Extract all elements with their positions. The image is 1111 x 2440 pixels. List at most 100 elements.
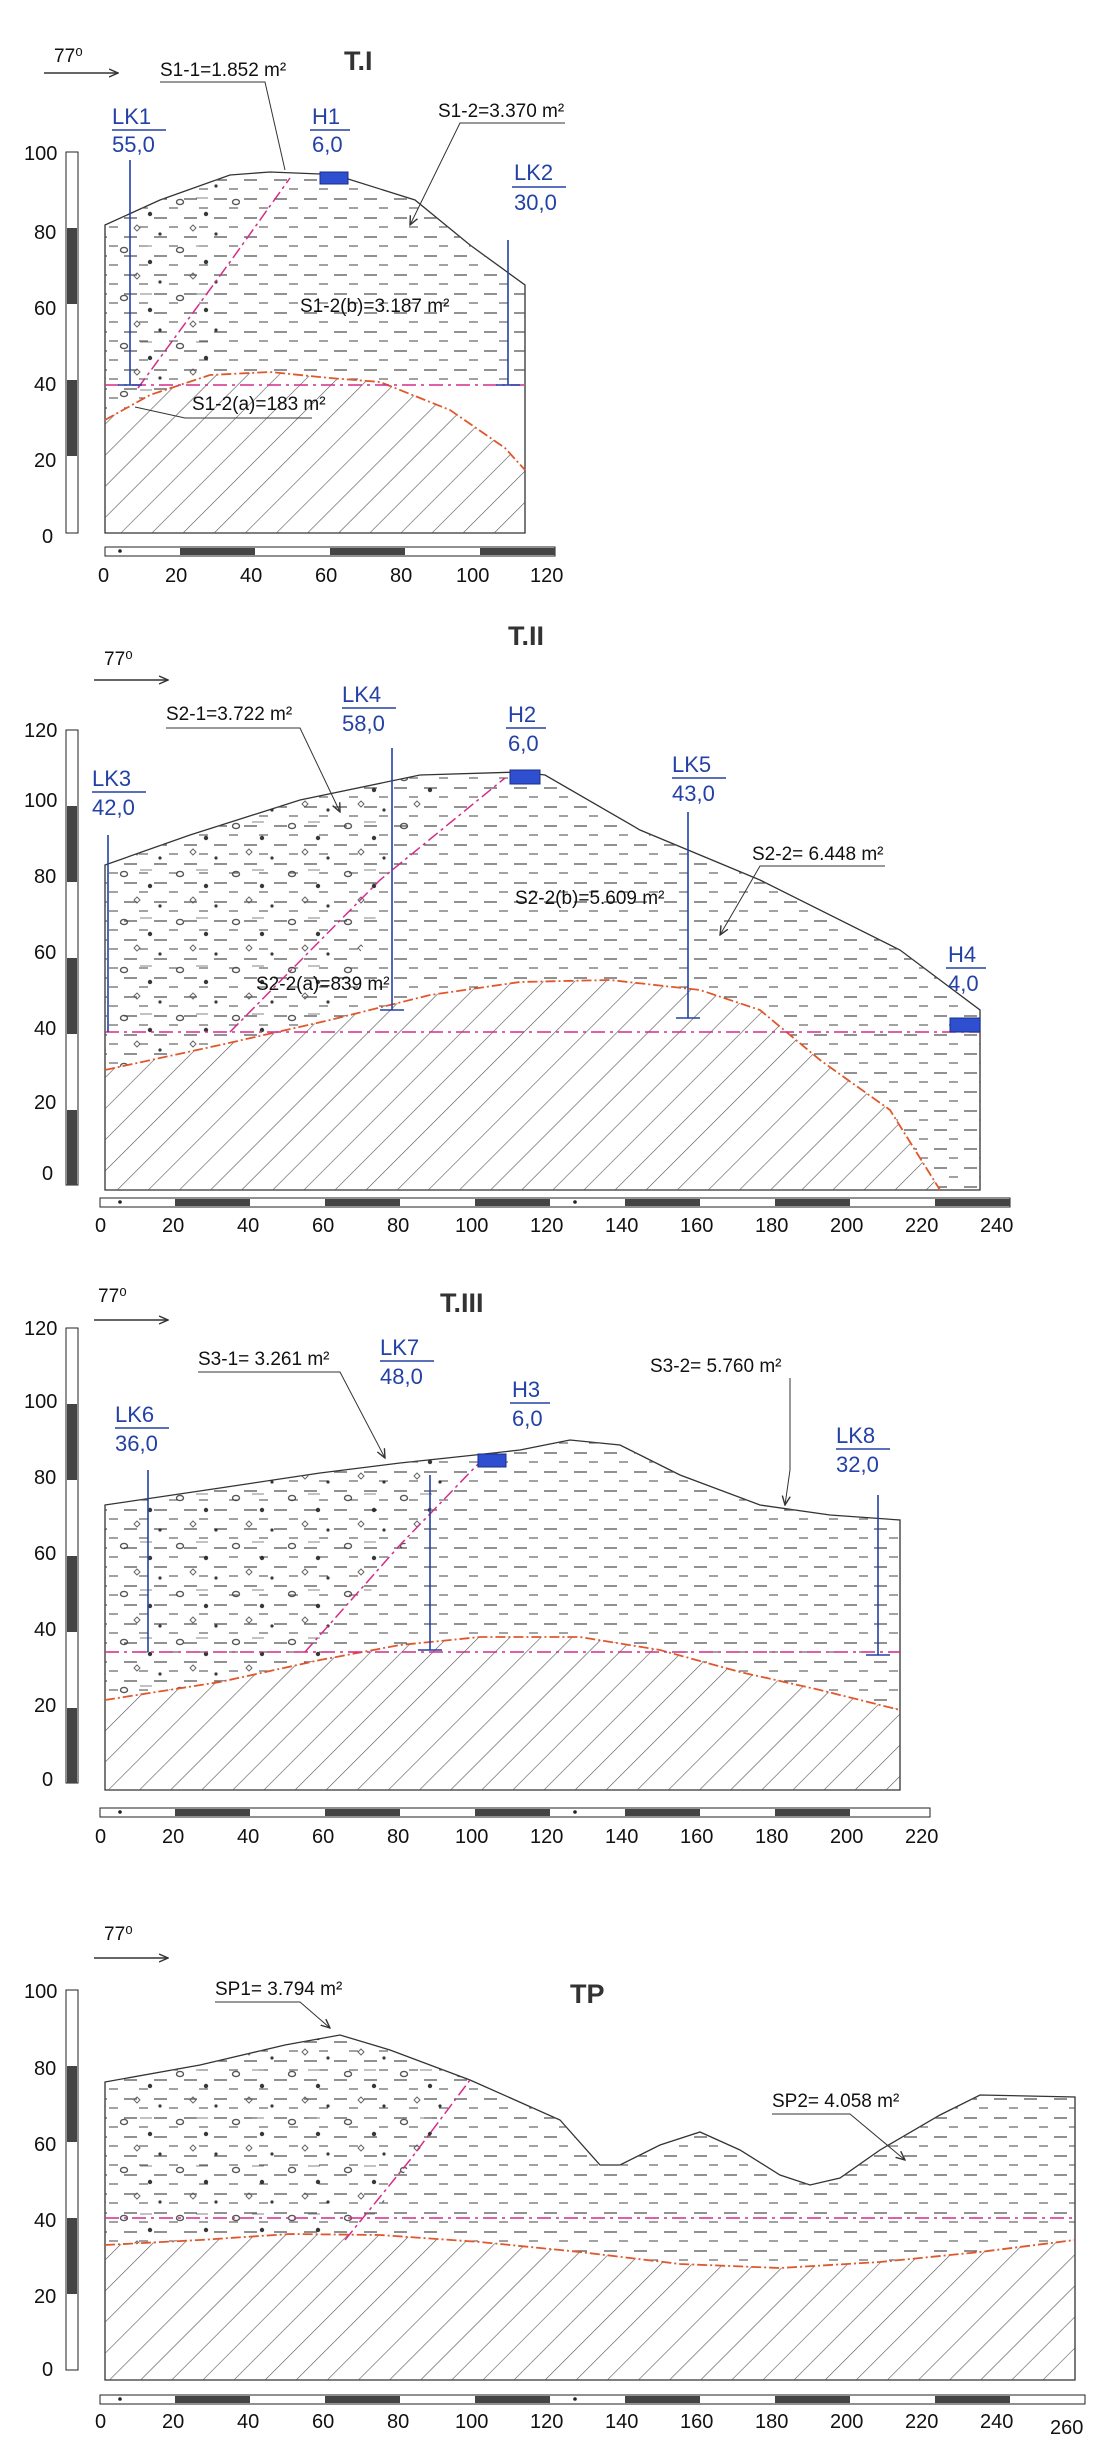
section-title: T.II bbox=[508, 621, 544, 651]
x-tick: 100 bbox=[455, 1826, 488, 1848]
borehole-lk1: LK1 55,0 bbox=[112, 104, 166, 386]
borehole-h3: H3 6,0 bbox=[510, 1377, 550, 1431]
y-tick: 100 bbox=[24, 790, 57, 812]
leader-line bbox=[215, 2001, 330, 2028]
y-tick: 60 bbox=[34, 1543, 56, 1565]
leader-line bbox=[134, 406, 312, 419]
gravel-layer bbox=[105, 2035, 470, 2245]
rock-boundary-line bbox=[104, 2233, 1076, 2269]
y-tick: 0 bbox=[42, 1163, 53, 1185]
distance-scale-bar bbox=[99, 1807, 931, 1818]
y-tick: 80 bbox=[34, 866, 56, 888]
x-tick: 40 bbox=[237, 1826, 259, 1848]
x-tick: 240 bbox=[980, 1215, 1013, 1237]
section-4: 77⁰ TP 100 80 60 40 20 0 SP1= 3.794 m² S… bbox=[24, 1924, 1086, 2439]
x-tick: 140 bbox=[605, 1826, 638, 1848]
section-title: TP bbox=[570, 1979, 605, 2009]
x-tick: 180 bbox=[755, 1215, 788, 1237]
y-tick: 20 bbox=[34, 1695, 56, 1717]
x-tick: 100 bbox=[456, 565, 489, 587]
x-tick: 80 bbox=[390, 565, 412, 587]
distance-scale-bar bbox=[99, 2394, 1086, 2405]
borehole-label: LK8 bbox=[836, 1423, 875, 1448]
borehole-label: LK2 bbox=[514, 160, 553, 185]
x-tick: 60 bbox=[312, 1826, 334, 1848]
x-tick: 180 bbox=[755, 2411, 788, 2433]
y-tick: 120 bbox=[24, 1318, 57, 1340]
x-tick: 0 bbox=[95, 1826, 106, 1848]
y-tick: 60 bbox=[34, 942, 56, 964]
area-label: S1-2=3.370 m² bbox=[438, 101, 564, 122]
x-tick: 0 bbox=[95, 1215, 106, 1237]
y-tick: 60 bbox=[34, 298, 56, 320]
area-label: S3-2= 5.760 m² bbox=[650, 1356, 782, 1377]
x-tick: 220 bbox=[905, 2411, 938, 2433]
borehole-label: LK4 bbox=[342, 682, 381, 707]
azimuth-label: 77⁰ bbox=[54, 46, 83, 67]
borehole-label: LK6 bbox=[115, 1402, 154, 1427]
depth-scale-bar bbox=[65, 729, 79, 1186]
depth-scale-bar bbox=[65, 151, 79, 534]
y-tick: 0 bbox=[42, 1769, 53, 1791]
x-tick: 140 bbox=[605, 2411, 638, 2433]
x-tick: 80 bbox=[387, 1215, 409, 1237]
borehole-label: LK3 bbox=[92, 766, 131, 791]
borehole-depth: 30,0 bbox=[514, 190, 557, 215]
y-tick: 20 bbox=[34, 2286, 56, 2308]
x-tick: 100 bbox=[455, 1215, 488, 1237]
section-title: T.III bbox=[440, 1288, 484, 1318]
x-tick: 60 bbox=[312, 2411, 334, 2433]
x-tick: 60 bbox=[312, 1215, 334, 1237]
x-tick: 160 bbox=[680, 2411, 713, 2433]
borehole-depth: 6,0 bbox=[508, 731, 539, 756]
x-tick: 200 bbox=[830, 2411, 863, 2433]
y-tick: 100 bbox=[24, 143, 57, 165]
x-tick: 160 bbox=[680, 1215, 713, 1237]
area-label: SP1= 3.794 m² bbox=[215, 1979, 342, 2000]
x-tick: 0 bbox=[98, 565, 109, 587]
x-tick: 20 bbox=[162, 1215, 184, 1237]
y-tick: 0 bbox=[42, 2359, 53, 2381]
borehole-lk5: LK5 43,0 bbox=[672, 752, 726, 1019]
leader-line bbox=[785, 1378, 790, 1505]
section-3: 77⁰ T.III 120 100 80 60 40 20 0 LK6 36,0 bbox=[24, 1286, 938, 1848]
area-label: S2-2(a)=839 m² bbox=[256, 974, 390, 995]
borehole-depth: 55,0 bbox=[112, 132, 155, 157]
borehole-h2-marker bbox=[509, 769, 541, 785]
y-tick: 80 bbox=[34, 1467, 56, 1489]
x-tick: 80 bbox=[387, 2411, 409, 2433]
section-1: 77⁰ T.I 100 80 60 40 20 0 LK1 55,0 H1 bbox=[24, 46, 566, 587]
depth-scale-bar bbox=[65, 1327, 79, 1784]
borehole-label: H2 bbox=[508, 702, 536, 727]
borehole-lk3: LK3 42,0 bbox=[92, 766, 146, 1032]
borehole-h1: H1 6,0 bbox=[310, 104, 350, 157]
borehole-lk8: LK8 32,0 bbox=[836, 1423, 890, 1656]
x-tick: 120 bbox=[530, 1215, 563, 1237]
leader-line bbox=[198, 1371, 385, 1458]
x-tick: 20 bbox=[162, 2411, 184, 2433]
area-label: S1-1=1.852 m² bbox=[160, 60, 286, 81]
leader-line bbox=[772, 2113, 905, 2160]
borehole-lk4: LK4 58,0 bbox=[342, 682, 404, 1011]
bedrock-layer bbox=[105, 1637, 900, 1790]
bedrock-layer bbox=[105, 2234, 1075, 2380]
borehole-label: LK5 bbox=[672, 752, 711, 777]
borehole-depth: 32,0 bbox=[836, 1452, 879, 1477]
x-tick: 140 bbox=[605, 1215, 638, 1237]
borehole-h2: H2 6,0 bbox=[506, 702, 546, 756]
leader-line bbox=[160, 81, 286, 171]
leader-line bbox=[410, 122, 565, 225]
area-label: S2-2(b)=5.609 m² bbox=[515, 888, 664, 909]
y-tick: 120 bbox=[24, 720, 57, 742]
leader-line bbox=[720, 865, 885, 935]
x-tick: 260 bbox=[1050, 2417, 1083, 2439]
borehole-h1-marker bbox=[319, 171, 349, 185]
borehole-depth: 43,0 bbox=[672, 781, 715, 806]
azimuth-label: 77⁰ bbox=[104, 1924, 133, 1945]
borehole-label: H1 bbox=[312, 104, 340, 129]
borehole-depth: 36,0 bbox=[115, 1431, 158, 1456]
y-tick: 100 bbox=[24, 1981, 57, 2003]
borehole-depth: 6,0 bbox=[312, 132, 343, 157]
area-label: SP2= 4.058 m² bbox=[772, 2091, 899, 2112]
